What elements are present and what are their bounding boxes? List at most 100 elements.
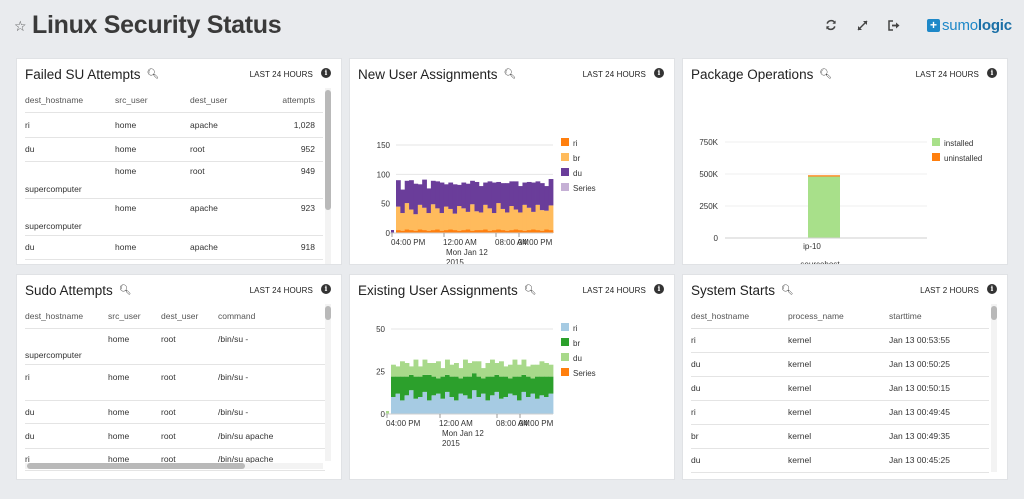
column-header[interactable]: command <box>218 304 325 329</box>
area-segment-ri <box>418 397 423 414</box>
column-header[interactable]: attempts <box>268 88 323 113</box>
info-icon[interactable]: i <box>654 68 664 78</box>
column-header[interactable]: dest_hostname <box>25 88 115 113</box>
table-row[interactable]: du kernel Jan 13 00:50:15 <box>691 376 989 401</box>
table-row[interactable]: du kernel Jan 13 00:50:25 <box>691 352 989 377</box>
cell: /bin/su apache <box>218 423 325 449</box>
x-tick-label: 08:00 AM <box>496 419 530 428</box>
area-segment-du <box>517 364 522 377</box>
area-segment-br <box>400 213 406 231</box>
info-icon[interactable]: i <box>987 68 997 78</box>
area-segment-ri <box>491 230 497 233</box>
area-segment-du <box>478 186 484 213</box>
star-icon[interactable]: ☆ <box>14 18 27 34</box>
column-header[interactable]: process_name <box>788 304 889 329</box>
area-segment-ri <box>395 393 401 414</box>
search-icon[interactable]: 🔍︎ <box>503 69 517 80</box>
table-row[interactable]: ri home root/bin/su - <box>25 364 325 401</box>
sumologic-logo[interactable]: + sumologic <box>927 17 1012 34</box>
scrollbar-thumb[interactable] <box>325 90 331 210</box>
package-bar-chart[interactable]: 0 250K 500K 750K ip-10 sourcehost installed uni… <box>683 86 1008 265</box>
search-icon[interactable]: 🔍︎ <box>781 285 794 296</box>
scrollbar-thumb[interactable] <box>27 463 245 469</box>
info-icon[interactable]: i <box>987 284 997 294</box>
cell: du <box>25 400 108 424</box>
cell: home <box>108 364 161 401</box>
table-row[interactable]: ri kernel Jan 13 00:49:45 <box>691 400 989 425</box>
search-icon[interactable]: 🔍︎ <box>146 69 160 80</box>
area-segment-br <box>426 213 432 231</box>
table-row[interactable]: du home root/bin/su apache <box>25 423 325 449</box>
search-icon[interactable]: 🔍︎ <box>523 285 537 296</box>
area-segment-ri <box>443 230 449 233</box>
area-segment-du <box>404 180 410 204</box>
table-row[interactable]: du kernel Jan 13 00:45:25 <box>691 448 989 473</box>
area-segment-du <box>535 181 541 205</box>
area-segment-du <box>400 189 406 214</box>
column-header[interactable]: dest_user <box>190 88 268 113</box>
area-segment-ri <box>400 230 406 233</box>
column-header[interactable]: src_user <box>108 304 161 329</box>
table-row[interactable]: ri home apache 1,028 <box>25 112 323 138</box>
table-row[interactable]: ri kernel Jan 13 00:53:55 <box>691 328 989 353</box>
column-header[interactable]: starttime <box>889 304 989 329</box>
cell: 1,028 <box>268 112 323 138</box>
area-segment-ri <box>478 230 484 233</box>
area-segment-br <box>470 204 475 231</box>
table-row[interactable]: du home root 952 <box>25 137 323 162</box>
area-segment-ri <box>500 230 506 233</box>
column-header[interactable]: dest_hostname <box>691 304 788 329</box>
sudo-table: dest_hostname src_user dest_user command… <box>25 304 325 471</box>
vertical-scrollbar[interactable] <box>991 304 997 472</box>
area-segment-ri <box>435 229 441 233</box>
horizontal-scrollbar[interactable] <box>25 463 323 469</box>
vertical-scrollbar[interactable] <box>325 88 331 264</box>
search-icon[interactable]: 🔍︎ <box>819 69 833 80</box>
column-header[interactable]: dest_hostname <box>25 304 108 329</box>
time-range: LAST 2 HOURS <box>920 286 979 295</box>
column-header[interactable]: src_user <box>115 88 190 113</box>
scrollbar-thumb[interactable] <box>325 306 331 320</box>
legend-label: installed <box>944 139 973 148</box>
area-segment-ri <box>463 395 468 414</box>
scrollbar-thumb[interactable] <box>991 306 997 320</box>
area-segment-ri <box>409 230 414 233</box>
failed-su-table: dest_hostname src_user dest_user attempt… <box>25 88 323 260</box>
time-range: LAST 24 HOURS <box>915 70 979 79</box>
legend-label: Series <box>573 184 596 193</box>
area-segment-ri <box>436 393 441 414</box>
table-row[interactable]: supercomputer home root/bin/su - <box>25 328 325 365</box>
area-segment-br <box>391 376 396 397</box>
area-segment-du <box>483 182 488 205</box>
area-segment-du <box>440 368 446 377</box>
panel-title-text: Sudo Attempts <box>25 283 113 298</box>
info-icon[interactable]: i <box>321 68 331 78</box>
table-row[interactable]: supercomputer home root 949 <box>25 161 323 199</box>
cell: root <box>161 364 218 401</box>
area-segment-du <box>530 364 536 379</box>
expand-icon[interactable] <box>854 17 870 33</box>
area-segment-br <box>461 208 467 231</box>
exit-icon[interactable] <box>886 17 902 33</box>
area-segment-ri <box>391 397 396 414</box>
refresh-icon[interactable] <box>823 17 839 33</box>
legend-label: ri <box>573 324 578 333</box>
area-segment-br <box>404 376 410 396</box>
vertical-scrollbar[interactable] <box>325 304 331 461</box>
table-row[interactable]: supercomputer home apache 923 <box>25 198 323 236</box>
area-segment-br <box>467 376 473 399</box>
info-icon[interactable]: i <box>654 284 664 294</box>
table-row[interactable]: du home apache 918 <box>25 235 323 260</box>
legend-swatch <box>932 138 940 146</box>
table-row[interactable]: br kernel Jan 13 00:49:35 <box>691 424 989 449</box>
area-segment-ri <box>449 397 455 414</box>
area-segment-du <box>487 181 493 209</box>
legend-label: du <box>573 354 582 363</box>
search-icon[interactable]: 🔍︎ <box>118 285 132 296</box>
table-row[interactable]: du home root/bin/su - <box>25 400 325 424</box>
area-segment-du <box>448 182 454 209</box>
column-header[interactable]: dest_user <box>161 304 218 329</box>
info-icon[interactable]: i <box>321 284 331 294</box>
